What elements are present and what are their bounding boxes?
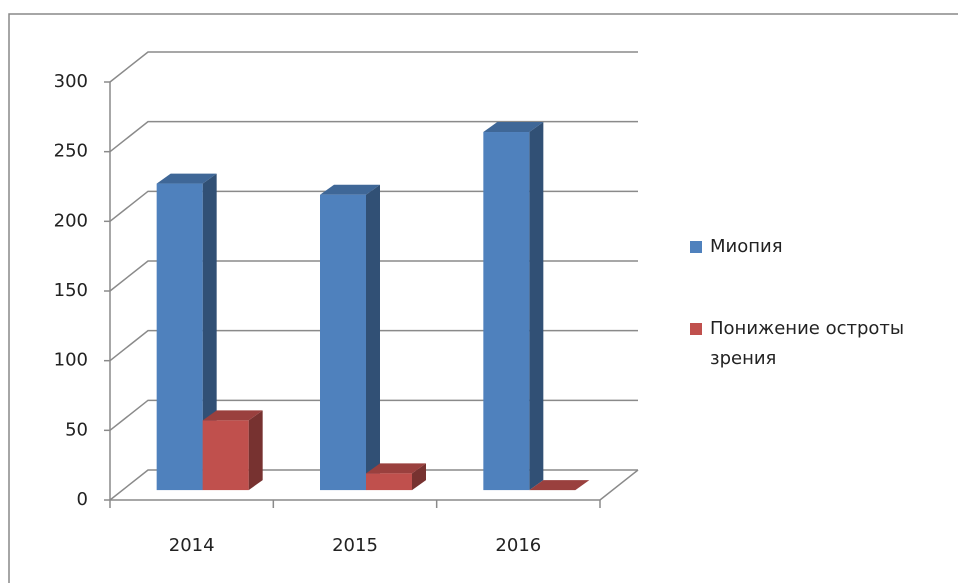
bar-side — [202, 173, 217, 491]
bar — [320, 184, 380, 491]
legend-entry: Понижение остроты зрения — [690, 314, 950, 374]
x-tick-label: 2014 — [169, 535, 215, 556]
bar-side — [529, 122, 544, 491]
grid-line — [109, 51, 638, 83]
bar-top — [156, 173, 217, 184]
bar-top — [529, 480, 590, 491]
y-tick-label: 150 — [54, 280, 88, 301]
bar-front — [483, 132, 530, 491]
legend-swatch — [690, 323, 702, 335]
bar-top — [320, 184, 380, 195]
y-tick-label: 0 — [77, 489, 88, 510]
grid-line — [109, 120, 638, 153]
frame — [8, 13, 958, 583]
legend-swatch — [690, 241, 702, 253]
y-tick-label: 250 — [54, 141, 88, 162]
grid-line — [109, 260, 638, 292]
bar — [366, 463, 426, 491]
bar-top — [366, 463, 426, 474]
bar — [529, 480, 590, 491]
legend-label: Понижение остроты зрения — [710, 318, 905, 369]
grid-line — [109, 190, 638, 222]
bar-side — [366, 184, 380, 491]
grid-line — [109, 469, 638, 501]
x-tick-label: 2016 — [495, 535, 541, 556]
bar-front — [366, 473, 412, 491]
grid-line — [109, 329, 638, 362]
bar — [156, 173, 217, 491]
grid-line — [109, 399, 638, 431]
bar-front — [320, 194, 366, 491]
y-tick-label: 100 — [54, 350, 88, 371]
bar-top — [483, 122, 544, 133]
y-tick-label: 200 — [54, 210, 88, 231]
bar-side — [412, 463, 426, 491]
legend-label: Миопия — [710, 236, 783, 257]
bar — [202, 410, 263, 491]
bar — [483, 122, 544, 491]
bar-top — [202, 410, 263, 421]
bar-front — [202, 420, 249, 491]
y-tick-label: 300 — [54, 71, 88, 92]
bar-front — [156, 183, 203, 491]
bar-side — [248, 410, 263, 491]
y-tick-label: 50 — [65, 419, 88, 440]
x-tick-label: 2015 — [332, 535, 378, 556]
legend-entry: Миопия — [690, 232, 950, 262]
